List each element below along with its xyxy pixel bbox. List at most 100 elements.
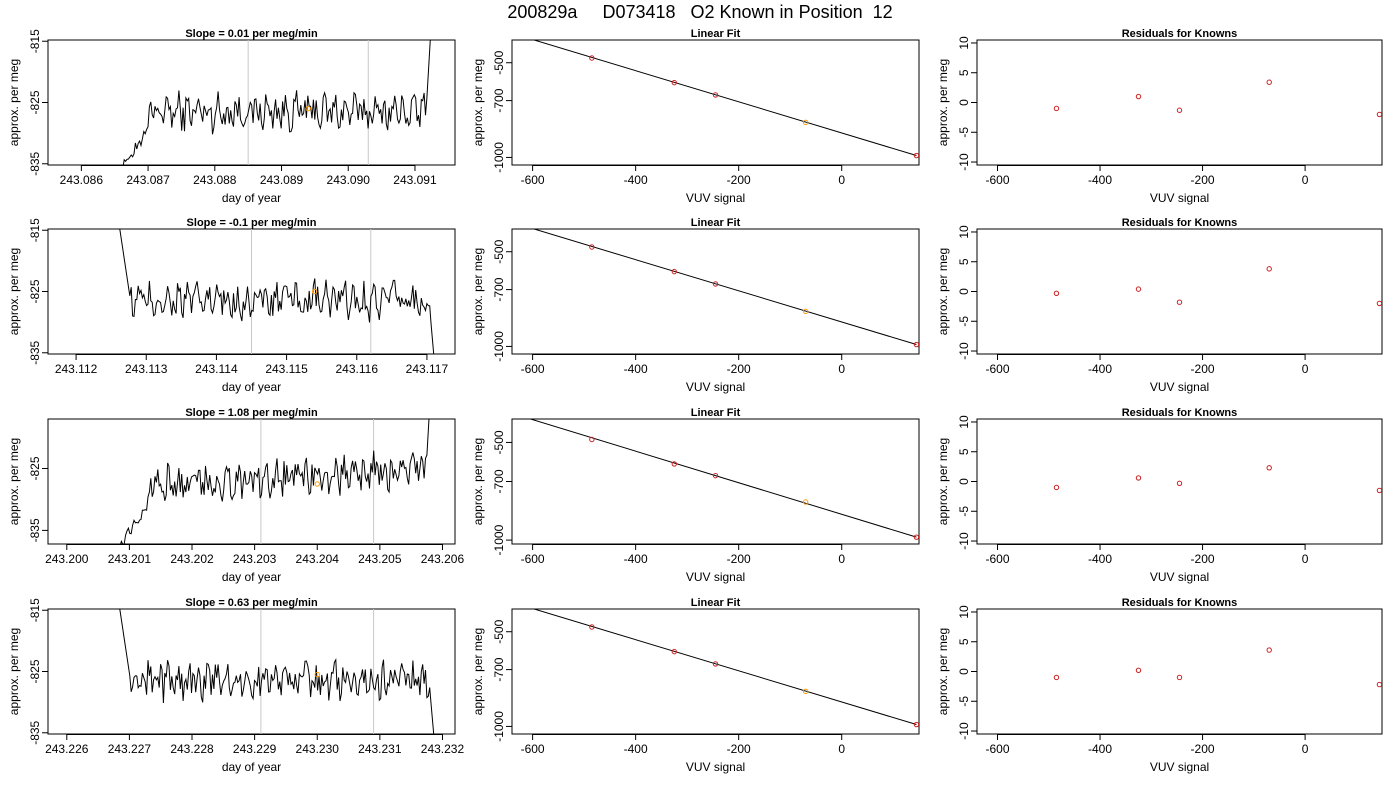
y-tick-label: 5 bbox=[957, 638, 971, 645]
plot-frame bbox=[976, 39, 1383, 166]
y-tick-label: -10 bbox=[957, 532, 971, 550]
x-tick-label: -400 bbox=[1088, 552, 1112, 566]
y-tick-label: 0 bbox=[957, 288, 971, 295]
y-tick-label: -1000 bbox=[492, 142, 506, 173]
y-tick-label: -1000 bbox=[492, 711, 506, 742]
x-tick-label: 243.116 bbox=[336, 362, 379, 376]
fit-point bbox=[712, 661, 719, 667]
x-axis-label: VUV signal bbox=[686, 760, 745, 774]
x-tick-label: 243.229 bbox=[233, 742, 277, 756]
series-line bbox=[119, 609, 435, 734]
x-tick-label: 0 bbox=[838, 173, 845, 187]
y-tick-label: 5 bbox=[957, 69, 971, 76]
y-axis-label: approx. per meg bbox=[7, 438, 21, 525]
y-tick-label: 10 bbox=[957, 605, 971, 619]
x-tick-label: 243.200 bbox=[45, 552, 89, 566]
y-tick-label: -700 bbox=[492, 277, 506, 301]
plot-frame bbox=[511, 418, 920, 545]
x-axis-label: VUV signal bbox=[1150, 191, 1209, 205]
y-tick-label: 10 bbox=[957, 225, 971, 239]
y-tick-label: 0 bbox=[957, 99, 971, 106]
y-tick-label: -825 bbox=[28, 659, 42, 683]
y-tick-label: 0 bbox=[957, 668, 971, 675]
plot-area bbox=[1053, 79, 1382, 118]
x-tick-label: 243.090 bbox=[327, 173, 371, 187]
y-tick-label: -5 bbox=[957, 316, 971, 327]
panel-title: Residuals for Knowns bbox=[1122, 407, 1238, 419]
x-tick-label: 243.201 bbox=[108, 552, 152, 566]
x-tick-label: 243.202 bbox=[170, 552, 214, 566]
y-tick-label: -700 bbox=[492, 657, 506, 681]
panel-title: Linear Fit bbox=[691, 407, 741, 419]
series-line bbox=[119, 229, 435, 354]
x-tick-label: -600 bbox=[521, 173, 545, 187]
y-tick-label: 5 bbox=[957, 258, 971, 265]
x-tick-label: 243.206 bbox=[421, 552, 465, 566]
x-tick-label: -600 bbox=[985, 362, 1009, 376]
y-axis-label: approx. per meg bbox=[936, 59, 950, 146]
x-tick-label: -600 bbox=[985, 742, 1009, 756]
fit-point bbox=[671, 268, 677, 275]
plot-area bbox=[119, 229, 435, 354]
plot-area bbox=[532, 40, 919, 159]
y-tick-label: -825 bbox=[28, 456, 42, 480]
y-axis-label: approx. per meg bbox=[471, 248, 485, 335]
series-line bbox=[122, 40, 431, 165]
x-tick-label: -200 bbox=[1191, 362, 1215, 376]
panel-time-series-row-2: Slope = -0.1 per meg/min 243.112 243.113 24… bbox=[7, 217, 456, 394]
residual-point bbox=[1266, 465, 1272, 471]
highlight-point bbox=[314, 671, 320, 678]
panel-title: Slope = 0.01 per meg/min bbox=[185, 28, 318, 40]
x-tick-label: 243.226 bbox=[45, 742, 89, 756]
plot-area bbox=[120, 419, 430, 544]
residual-point bbox=[1053, 674, 1060, 681]
y-tick-label: -10 bbox=[957, 722, 971, 740]
x-tick-label: -200 bbox=[727, 742, 751, 756]
x-tick-label: -600 bbox=[985, 173, 1009, 187]
x-tick-label: 0 bbox=[1302, 173, 1309, 187]
y-tick-label: 10 bbox=[957, 415, 971, 429]
residual-point bbox=[1135, 667, 1142, 674]
residual-point bbox=[1266, 266, 1272, 272]
residual-point bbox=[1266, 647, 1272, 653]
x-tick-label: 0 bbox=[838, 742, 845, 756]
fit-point bbox=[712, 472, 719, 479]
x-tick-label: -400 bbox=[1088, 742, 1112, 756]
panel-time-series-row-4: Slope = 0.63 per meg/min 243.226 243.227 24… bbox=[7, 597, 464, 774]
plot-frame bbox=[511, 228, 920, 355]
highlight-point bbox=[314, 481, 320, 487]
x-tick-label: -600 bbox=[985, 552, 1009, 566]
plot-frame bbox=[47, 418, 456, 545]
residual-point bbox=[1053, 484, 1060, 491]
y-tick-label: -815 bbox=[28, 598, 42, 622]
y-tick-label: -10 bbox=[957, 153, 971, 171]
residual-point bbox=[1053, 105, 1060, 112]
plot-area bbox=[119, 609, 435, 734]
residual-point bbox=[1135, 93, 1142, 100]
x-tick-label: 0 bbox=[838, 362, 845, 376]
x-axis-label: VUV signal bbox=[686, 570, 745, 584]
x-tick-label: 0 bbox=[838, 552, 845, 566]
panel-time-series-row-1: Slope = 0.01 per meg/min 243.086 243.087 24… bbox=[7, 28, 456, 205]
y-axis-label: approx. per meg bbox=[471, 59, 485, 146]
y-tick-label: -835 bbox=[28, 720, 42, 744]
y-tick-label: -835 bbox=[28, 151, 42, 175]
fit-point bbox=[913, 152, 919, 159]
x-tick-label: 243.113 bbox=[125, 362, 168, 376]
plot-area bbox=[1053, 266, 1382, 307]
y-tick-label: -1000 bbox=[492, 331, 506, 362]
y-tick-label: -835 bbox=[28, 340, 42, 364]
y-tick-label: 10 bbox=[957, 36, 971, 50]
fit-point-highlight bbox=[802, 119, 809, 126]
y-tick-label: -500 bbox=[492, 430, 506, 454]
fit-point bbox=[671, 79, 677, 86]
panel-title: Linear Fit bbox=[691, 597, 741, 609]
x-tick-label: 243.088 bbox=[193, 173, 237, 187]
y-tick-label: -825 bbox=[28, 279, 42, 303]
y-tick-label: -815 bbox=[28, 29, 42, 53]
x-tick-label: -600 bbox=[521, 552, 545, 566]
y-axis-label: approx. per meg bbox=[7, 59, 21, 146]
panel-residuals-row-2: Residuals for Knowns -600 -400 -200 0 VUV sig… bbox=[936, 217, 1383, 394]
x-tick-label: 0 bbox=[1302, 552, 1309, 566]
